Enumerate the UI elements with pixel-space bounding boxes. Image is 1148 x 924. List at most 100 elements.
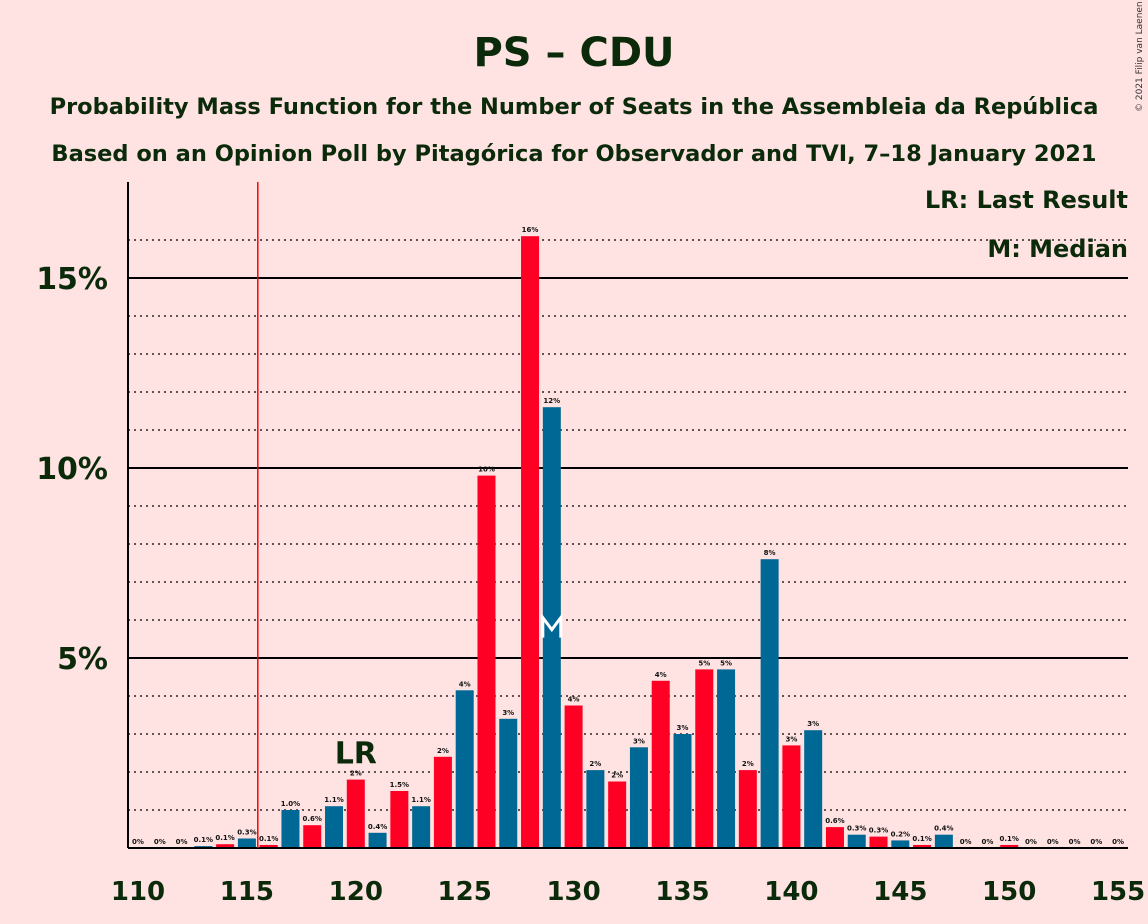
bar-seat-137 [717,669,736,848]
copyright-text: © 2021 Filip van Laenen [1135,1,1145,112]
bar-seat-133 [629,747,648,848]
data-label-seat-149: 0% [981,838,993,846]
legend-median: M: Median [987,235,1128,263]
y-tick-label: 10% [36,452,108,487]
data-label-seat-112: 0% [176,838,188,846]
data-label-seat-121: 0.4% [368,823,387,831]
bar-seat-136 [695,669,714,848]
bar-seat-130 [564,705,583,848]
bar-seat-119 [325,806,344,848]
data-label-seat-136: 5% [698,659,710,667]
bar-seat-131 [586,770,605,848]
y-tick-label: 5% [57,642,108,677]
data-label-seat-137: 5% [720,659,732,667]
data-label-seat-147: 0.4% [934,825,953,833]
data-label-seat-146: 0.1% [912,835,931,843]
x-tick-label: 125 [438,877,492,907]
bar-seat-128 [521,236,540,848]
x-tick-label: 115 [220,877,274,907]
x-tick-label: 140 [764,877,818,907]
bar-seat-127 [499,718,518,848]
median-marker [541,613,563,638]
bar-seat-116 [259,844,278,848]
bar-seat-126 [477,475,496,848]
data-label-seat-128: 16% [522,226,539,234]
chart-subtitle-2: Based on an Opinion Poll by Pitagórica f… [51,141,1096,167]
data-label-seat-117: 1.0% [281,800,300,808]
data-label-seat-125: 4% [459,680,471,688]
bar-seat-117 [281,810,300,848]
data-label-seat-113: 0.1% [194,836,213,844]
data-label-seat-140: 3% [785,735,797,743]
data-label-seat-154: 0% [1090,838,1102,846]
x-tick-label: 145 [873,877,927,907]
data-label-seat-151: 0% [1025,838,1037,846]
data-label-seat-123: 1.1% [411,796,430,804]
data-label-seat-139: 8% [764,549,776,557]
bar-seat-139 [760,559,779,848]
data-label-seat-122: 1.5% [390,781,409,789]
bar-seat-121 [368,832,387,848]
data-label-seat-148: 0% [960,838,972,846]
data-label-seat-133: 3% [633,737,645,745]
data-label-seat-155: 0% [1112,838,1124,846]
x-tick-label: 110 [111,877,165,907]
gridlines [128,239,1128,811]
bar-seat-138 [738,770,757,848]
bar-seat-114 [216,844,235,848]
bar-seat-147 [934,834,953,848]
data-label-seat-141: 3% [807,720,819,728]
bar-seat-120 [346,779,365,848]
legend-last-result: LR: Last Result [925,186,1128,214]
data-label-seat-135: 3% [677,724,689,732]
bar-seat-132 [608,781,627,848]
data-label-seat-134: 4% [655,671,667,679]
data-label-seat-152: 0% [1047,838,1059,846]
axes-group: LR 5% 10% 15% 110 115 120 125 130 135 140 145 150 155 [36,182,1145,907]
x-tick-label: 130 [546,877,600,907]
bar-seat-122 [390,791,409,848]
data-label-seat-142: 0.6% [825,817,844,825]
y-tick-label: 15% [36,262,108,297]
bar-seat-145 [891,840,910,848]
bar-seat-141 [804,730,823,848]
x-tick-label: 135 [655,877,709,907]
chart-title: PS – CDU [473,30,674,76]
data-label-seat-153: 0% [1069,838,1081,846]
data-label-seat-144: 0.3% [869,827,888,835]
bar-seat-125 [455,690,474,848]
bar-seat-143 [847,834,866,848]
last-result-label: LR [335,737,377,772]
data-label-seat-127: 3% [502,709,514,717]
x-tick-label: 155 [1091,877,1145,907]
data-label-seat-116: 0.1% [259,835,278,843]
x-tick-label: 120 [329,877,383,907]
bar-seat-150 [1000,844,1019,848]
bar-seat-123 [412,806,431,848]
bar-seat-146 [913,844,932,848]
bar-seat-134 [651,680,670,848]
data-label-seat-124: 2% [437,747,449,755]
data-labels-group: 0% 0% 0% 0.1% 0.1%0.3%0.1%1.0%0.6%1.1%2%0.4%… [132,226,1124,846]
data-label-seat-120: 2% [350,770,362,778]
data-label-seat-118: 0.6% [303,815,322,823]
bar-seat-144 [869,836,888,848]
data-label-seat-130: 4% [568,696,580,704]
bar-seat-135 [673,734,692,848]
data-label-seat-131: 2% [589,760,601,768]
data-label-seat-129: 12% [543,397,560,405]
data-label-seat-145: 0.2% [891,830,910,838]
bar-seat-140 [782,745,801,848]
data-label-seat-114: 0.1% [215,834,234,842]
data-label-seat-143: 0.3% [847,825,866,833]
data-label-seat-150: 0.1% [999,835,1018,843]
data-label-seat-132: 2% [611,772,623,780]
data-label-seat-111: 0% [154,838,166,846]
bar-seat-124 [433,756,452,848]
data-label-seat-138: 2% [742,760,754,768]
bars-group [194,236,1019,848]
data-label-seat-126: 10% [478,466,495,474]
data-label-seat-110: 0% [132,838,144,846]
data-label-seat-115: 0.3% [237,829,256,837]
